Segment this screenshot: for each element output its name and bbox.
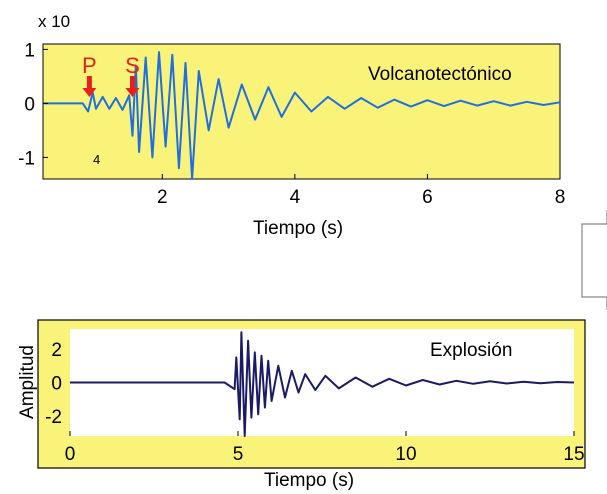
phase-label-s: S xyxy=(125,53,140,78)
exponent-label: x 10 xyxy=(38,12,70,31)
x-tick-label-2: 0 xyxy=(65,444,76,465)
x-tick-label-1: 4 xyxy=(290,187,301,208)
volcanotectonic-series-line xyxy=(43,51,561,180)
x-tick-label-2: 15 xyxy=(563,444,584,465)
y-tick-label-1: 0 xyxy=(24,94,35,115)
explosion-annotation: Explosión xyxy=(430,340,512,361)
phase-arrow-shaft xyxy=(129,76,135,88)
x-axis-label-2: Tiempo (s) xyxy=(264,470,354,491)
y-tick-label-2: 0 xyxy=(51,374,62,395)
right-arrow-shape xyxy=(581,210,607,310)
exponent-power: 4 xyxy=(93,152,100,167)
y-tick-label-2: 2 xyxy=(51,340,62,361)
x-tick-label-2: 10 xyxy=(395,444,416,465)
plot-area-1 xyxy=(42,43,561,180)
x-tick-label-2: 5 xyxy=(233,444,244,465)
phase-arrow-head xyxy=(125,88,140,97)
x-tick-label-1: 2 xyxy=(157,187,168,208)
y-tick-label-2: -2 xyxy=(45,407,62,428)
phase-arrow-shaft xyxy=(86,76,92,88)
explosion-series-line xyxy=(70,331,575,437)
y-tick-label-1: -1 xyxy=(18,148,35,169)
phase-arrow-head xyxy=(82,88,97,97)
y-axis-label-2: Amplitud xyxy=(17,345,38,419)
x-tick-label-1: 6 xyxy=(422,187,433,208)
y-tick-label-1: 1 xyxy=(24,40,35,61)
x-tick-label-1: 8 xyxy=(555,187,566,208)
x-axis-label-1: Tiempo (s) xyxy=(253,218,343,239)
volcanotectonic-annotation: Volcanotectónico xyxy=(368,64,512,85)
phase-label-p: P xyxy=(82,53,97,78)
explosion-chart: 0 5 10 15 20-2 Explosión Amplitud Tiempo (s… xyxy=(17,319,586,491)
